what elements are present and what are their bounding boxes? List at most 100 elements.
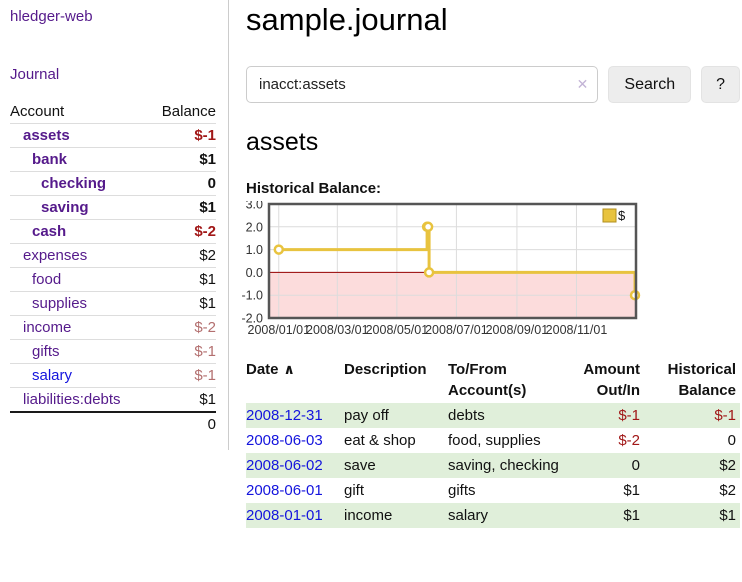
transaction-date-link[interactable]: 2008-06-02 xyxy=(246,457,323,474)
clear-search-icon[interactable]: ✕ xyxy=(576,76,589,92)
transaction-date: 2008-06-03 xyxy=(246,428,344,453)
chart-svg: $3.0 2.0 1.0 0.0 -1.0 -2.02008/01/012008/03/0… xyxy=(241,198,641,337)
transaction-amount: $1 xyxy=(623,507,640,524)
account-balance: $-2 xyxy=(194,319,216,336)
svg-text:2008/11/01: 2008/11/01 xyxy=(546,323,608,337)
transaction-accounts: salary xyxy=(448,507,489,524)
app-title-link[interactable]: hledger-web xyxy=(10,8,93,25)
svg-text:2.0: 2.0 xyxy=(246,220,263,234)
sidebar: hledger-web Journal Account Balance asse… xyxy=(0,0,229,450)
transaction-description: income xyxy=(344,507,393,524)
chart-legend: $ xyxy=(602,208,626,223)
search-button[interactable]: Search xyxy=(608,66,692,103)
transaction-amount: $1 xyxy=(623,482,640,499)
transaction-date-link[interactable]: 2008-06-01 xyxy=(246,482,323,499)
account-link-bank[interactable]: bank xyxy=(32,151,68,168)
page-title: sample.journal xyxy=(246,2,448,37)
account-balance: $1 xyxy=(199,151,216,168)
account-link-saving[interactable]: saving xyxy=(41,199,89,216)
svg-text:2008/07/01: 2008/07/01 xyxy=(425,323,488,337)
transaction-row: 2008-12-31 pay off debts $-1 $-1 xyxy=(246,403,740,428)
transaction-date-link[interactable]: 2008-06-03 xyxy=(246,432,323,449)
help-button[interactable]: ? xyxy=(701,66,740,103)
account-link-supplies[interactable]: supplies xyxy=(32,295,88,312)
account-balance: $1 xyxy=(199,199,216,216)
svg-text:0.0: 0.0 xyxy=(246,266,263,280)
historical-balance-chart: $3.0 2.0 1.0 0.0 -1.0 -2.0 2008/01/01 2008/03/0… xyxy=(239,198,740,343)
account-balance: $-1 xyxy=(194,343,216,360)
account-balance: $1 xyxy=(199,295,216,312)
account-balance: $2 xyxy=(199,247,216,264)
sidebar-item-journal[interactable]: Journal xyxy=(10,66,60,83)
search-input[interactable] xyxy=(246,66,599,103)
transaction-accounts: saving, checking xyxy=(448,457,559,474)
account-link-expenses[interactable]: expenses xyxy=(23,247,88,264)
transaction-date-link[interactable]: 2008-01-01 xyxy=(246,507,323,524)
svg-text:2008/09/01: 2008/09/01 xyxy=(486,323,549,337)
transaction-balance: $2 xyxy=(719,457,736,474)
transaction-accounts: gifts xyxy=(448,482,476,499)
transaction-amount: $-2 xyxy=(618,432,640,449)
account-row: food $1 xyxy=(10,267,216,292)
register-table: Date ∧ Description To/From Account(s) Amo… xyxy=(246,357,740,528)
transaction-balance: $-1 xyxy=(714,407,736,424)
account-row: bank $1 xyxy=(10,147,216,172)
account-row: assets $-1 xyxy=(10,123,216,148)
account-row: expenses $2 xyxy=(10,243,216,268)
svg-text:2008/05/01: 2008/05/01 xyxy=(366,323,429,337)
account-balance: $1 xyxy=(199,271,216,288)
account-link-checking[interactable]: checking xyxy=(41,175,107,192)
chart-y-axis-labels: 3.0 2.0 1.0 0.0 -1.0 -2.0 xyxy=(241,198,263,326)
transaction-balance: $1 xyxy=(719,507,736,524)
account-link-salary[interactable]: salary xyxy=(32,367,73,384)
svg-text:3.0: 3.0 xyxy=(246,201,263,212)
account-link-income[interactable]: income xyxy=(23,319,72,336)
account-balance: $-2 xyxy=(194,223,216,240)
account-row: salary $-1 xyxy=(10,363,216,388)
svg-text:2008/01/01: 2008/01/01 xyxy=(248,323,311,337)
register-table-body: 2008-12-31 pay off debts $-1 $-1 2008-06-03 ea… xyxy=(246,403,740,528)
transaction-amount: 0 xyxy=(631,457,640,474)
transaction-accounts: food, supplies xyxy=(448,432,541,449)
transaction-date-link[interactable]: 2008-12-31 xyxy=(246,407,323,424)
account-link-food[interactable]: food xyxy=(32,271,62,288)
account-row: saving $1 xyxy=(10,195,216,220)
main-content: sample.journal ✕ Search ? assets Histori… xyxy=(229,0,742,528)
search-form: ✕ Search ? xyxy=(246,66,740,103)
accounts-total-value: 0 xyxy=(207,416,216,433)
account-heading: assets xyxy=(246,128,319,156)
account-balance: 0 xyxy=(207,175,216,192)
account-link-gifts[interactable]: gifts xyxy=(32,343,60,360)
register-header-description: Description xyxy=(344,361,427,378)
account-balance: $-1 xyxy=(194,367,216,384)
sort-ascending-icon: ∧ xyxy=(283,361,295,377)
account-row: income $-2 xyxy=(10,315,216,340)
svg-text:-2.0: -2.0 xyxy=(241,312,263,326)
account-balance: $1 xyxy=(199,391,216,408)
accounts-table: Account Balance assets $-1 bank $1 checking 0… xyxy=(10,100,216,436)
register-header-date[interactable]: Date ∧ xyxy=(246,361,295,378)
register-header-accounts: To/From Account(s) xyxy=(448,361,527,399)
chart-legend-label: $ xyxy=(618,208,626,223)
transaction-amount: $-1 xyxy=(618,407,640,424)
transaction-description: pay off xyxy=(344,407,389,424)
accounts-header-account: Account xyxy=(10,103,65,120)
transaction-accounts: debts xyxy=(448,407,485,424)
transaction-description: gift xyxy=(344,482,365,499)
account-link-liabilities-debts[interactable]: liabilities:debts xyxy=(23,391,121,408)
transaction-date: 2008-06-02 xyxy=(246,453,344,478)
account-row: cash $-2 xyxy=(10,219,216,244)
account-row: liabilities:debts $1 xyxy=(10,387,216,413)
chart-title: Historical Balance: xyxy=(246,180,382,197)
transaction-balance: $2 xyxy=(719,482,736,499)
register-header-balance: Historical Balance xyxy=(667,361,736,399)
account-link-assets[interactable]: assets xyxy=(23,127,70,144)
transaction-row: 2008-06-02 save saving, checking 0 $2 xyxy=(246,453,740,478)
account-link-cash[interactable]: cash xyxy=(32,223,67,240)
account-row: checking 0 xyxy=(10,171,216,196)
accounts-table-body: assets $-1 bank $1 checking 0 saving $1 cash $-2 e… xyxy=(10,123,216,413)
chart-border xyxy=(267,202,638,320)
search-input-wrapper: ✕ xyxy=(246,66,599,103)
transaction-date: 2008-06-01 xyxy=(246,478,344,503)
account-row: supplies $1 xyxy=(10,291,216,316)
